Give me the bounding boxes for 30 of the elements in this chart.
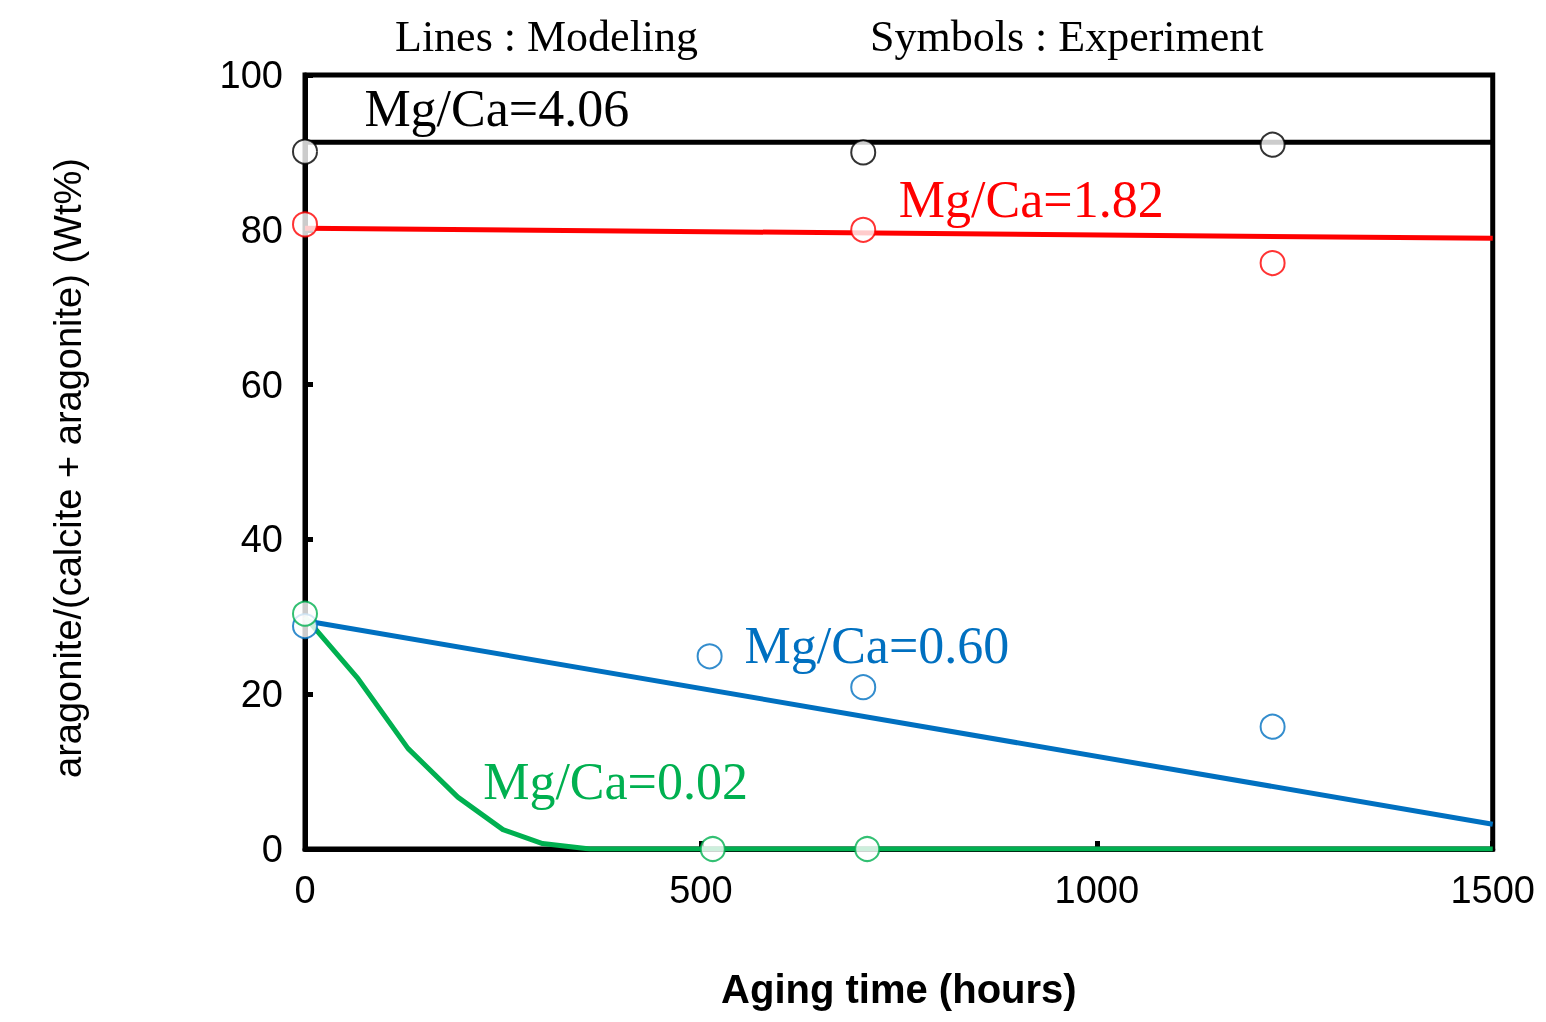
y-tick-label: 100	[219, 54, 283, 96]
series-label: Mg/Ca=1.82	[898, 170, 1164, 228]
series-label: Mg/Ca=0.60	[744, 617, 1010, 675]
x-tick-label: 1000	[1054, 869, 1140, 911]
point	[1259, 131, 1286, 158]
x-tick-label: 0	[294, 869, 316, 911]
text: Symbols : Experiment	[870, 11, 1264, 61]
x-axis-title: Aging time (hours)	[721, 967, 1077, 1011]
text: Lines : Modeling	[395, 11, 699, 61]
y-tick-label: 40	[240, 518, 283, 561]
y-axis-title: aragonite/(calcite + aragonite) (Wt%)	[47, 158, 89, 778]
point	[854, 836, 881, 862]
x-tick-label: 500	[669, 869, 733, 911]
point	[850, 216, 877, 243]
legend-label: Mg/Ca=4.06	[364, 79, 630, 137]
y-tick-label: 60	[240, 363, 283, 406]
point	[1259, 713, 1286, 740]
point	[850, 139, 877, 166]
x-tick-label: 1500	[1450, 869, 1536, 911]
point	[292, 138, 318, 165]
y-tick-label: 20	[240, 673, 283, 716]
point	[292, 211, 318, 238]
point	[1259, 250, 1286, 277]
y-tick-label: 0	[261, 828, 283, 870]
point	[696, 643, 723, 670]
point	[292, 600, 318, 627]
point	[699, 836, 726, 862]
point	[850, 674, 877, 701]
y-tick-label: 80	[240, 208, 283, 251]
series-label: Mg/Ca=0.02	[483, 752, 748, 810]
